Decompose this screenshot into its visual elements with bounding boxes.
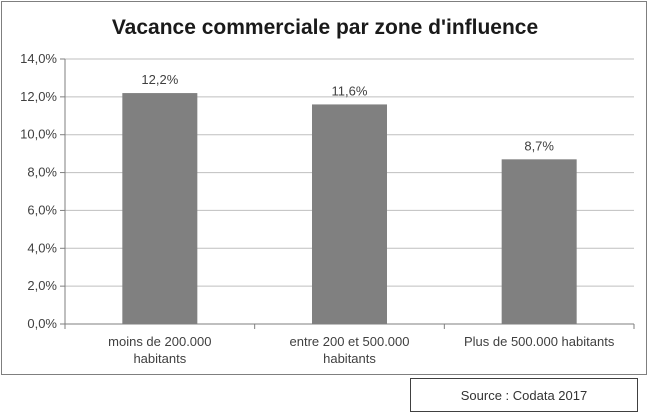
bar bbox=[312, 104, 387, 324]
chart-title: Vacance commerciale par zone d'influence bbox=[112, 16, 538, 39]
x-tick-label: habitants bbox=[133, 351, 186, 366]
source-text: Source : Codata 2017 bbox=[460, 387, 588, 403]
y-tick-label: 14,0% bbox=[20, 51, 57, 66]
data-label: 8,7% bbox=[524, 138, 554, 153]
y-tick-label: 10,0% bbox=[20, 127, 57, 142]
bar-chart: Vacance commerciale par zone d'influence… bbox=[20, 16, 635, 366]
y-tick-label: 6,0% bbox=[27, 202, 57, 217]
source-note: Source : Codata 2017 bbox=[410, 378, 638, 412]
bar bbox=[122, 93, 198, 324]
x-tick-label: entre 200 et 500.000 bbox=[290, 334, 410, 349]
y-tick-label: 4,0% bbox=[27, 240, 57, 255]
data-label: 12,2% bbox=[141, 72, 178, 87]
bars bbox=[122, 93, 577, 324]
bar bbox=[501, 159, 577, 324]
y-tick-label: 12,0% bbox=[20, 89, 57, 104]
x-tick-label: Plus de 500.000 habitants bbox=[464, 334, 615, 349]
labels: 0,0% 2,0% 4,0% 6,0% 8,0% 10,0% 12,0% 14,0% 12,2%… bbox=[20, 51, 615, 366]
data-label: 11,6% bbox=[332, 83, 368, 98]
y-tick-label: 0,0% bbox=[27, 316, 57, 331]
x-tick-label: habitants bbox=[323, 351, 376, 366]
y-tick-label: 2,0% bbox=[27, 278, 57, 293]
x-tick-label: moins de 200.000 bbox=[108, 334, 211, 349]
y-tick-label: 8,0% bbox=[27, 165, 57, 180]
chart-frame: Vacance commerciale par zone d'influence… bbox=[1, 1, 647, 375]
